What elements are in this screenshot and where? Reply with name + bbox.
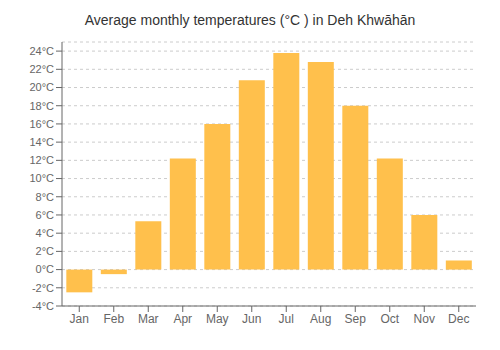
svg-text:Jan: Jan <box>70 312 89 326</box>
svg-text:2°C: 2°C <box>36 245 55 257</box>
svg-text:4°C: 4°C <box>36 227 55 239</box>
svg-text:16°C: 16°C <box>29 118 54 130</box>
svg-text:May: May <box>206 312 229 326</box>
svg-text:18°C: 18°C <box>29 100 54 112</box>
svg-text:6°C: 6°C <box>36 209 55 221</box>
svg-text:12°C: 12°C <box>29 154 54 166</box>
svg-text:Sep: Sep <box>345 312 367 326</box>
svg-text:Mar: Mar <box>138 312 159 326</box>
svg-text:0°C: 0°C <box>36 263 55 275</box>
svg-text:-2°C: -2°C <box>32 282 54 294</box>
svg-text:8°C: 8°C <box>36 191 55 203</box>
svg-text:Dec: Dec <box>448 312 469 326</box>
svg-text:Aug: Aug <box>310 312 331 326</box>
svg-text:14°C: 14°C <box>29 136 54 148</box>
svg-text:Nov: Nov <box>414 312 435 326</box>
svg-text:22°C: 22°C <box>29 63 54 75</box>
svg-text:Jul: Jul <box>279 312 294 326</box>
svg-text:Oct: Oct <box>380 312 399 326</box>
svg-text:20°C: 20°C <box>29 81 54 93</box>
svg-text:Feb: Feb <box>103 312 124 326</box>
svg-text:Jun: Jun <box>242 312 261 326</box>
html-text:Average monthly temperatures (: Average monthly temperatures (°C ) in De… <box>84 12 416 28</box>
svg-text:-4°C: -4°C <box>32 300 54 312</box>
svg-text:Apr: Apr <box>173 312 192 326</box>
svg-text:10°C: 10°C <box>29 172 54 184</box>
svg-text:24°C: 24°C <box>29 45 54 57</box>
